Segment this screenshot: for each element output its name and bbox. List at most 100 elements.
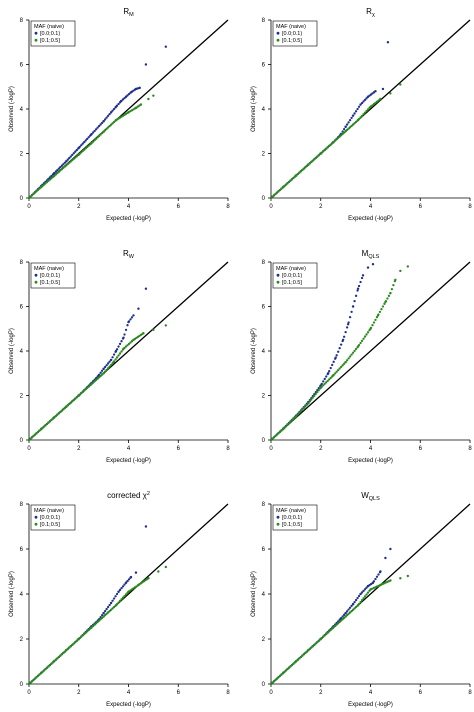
data-point <box>97 134 101 138</box>
data-point <box>114 604 118 607</box>
data-point <box>52 660 56 663</box>
data-point <box>338 347 341 350</box>
legend-marker <box>34 515 38 519</box>
data-point <box>99 374 102 378</box>
data-point <box>147 97 150 101</box>
data-point <box>350 609 353 613</box>
data-point <box>326 631 329 634</box>
data-point <box>363 335 367 338</box>
data-point <box>345 326 349 329</box>
data-point <box>338 367 341 370</box>
data-point <box>114 118 118 122</box>
data-point <box>377 573 380 576</box>
x-axis-label: Expected (-logP) <box>348 458 393 464</box>
data-point <box>290 663 294 667</box>
data-point <box>350 124 353 128</box>
data-point <box>62 166 65 170</box>
data-point <box>66 158 69 161</box>
data-point <box>302 653 305 656</box>
data-point <box>75 148 78 152</box>
data-point <box>290 178 294 181</box>
y-tick-label: 8 <box>262 260 266 266</box>
data-point <box>339 343 343 346</box>
data-point <box>129 91 133 94</box>
data-point <box>369 327 372 330</box>
series-2 <box>269 574 410 686</box>
data-point <box>353 600 356 604</box>
legend-box <box>272 262 318 289</box>
data-point <box>363 111 367 114</box>
data-point <box>87 136 90 139</box>
data-point <box>331 141 335 144</box>
y-tick-label: 4 <box>20 592 24 598</box>
data-point <box>284 183 288 186</box>
chart-title-subscript: QLS <box>369 496 380 502</box>
data-point <box>132 314 135 317</box>
data-point <box>356 604 360 607</box>
data-point <box>108 360 111 363</box>
data-point <box>120 598 123 601</box>
legend-title: MAF (naive) <box>34 508 64 514</box>
data-point <box>369 588 372 591</box>
data-point <box>275 433 279 436</box>
data-point <box>326 146 329 149</box>
data-point <box>389 291 392 295</box>
data-point <box>374 90 377 93</box>
x-tick-label: 0 <box>269 446 273 452</box>
data-point <box>84 631 87 634</box>
data-point <box>103 370 107 373</box>
data-point <box>310 646 313 649</box>
data-point <box>359 116 362 119</box>
legend-title: MAF (naive) <box>34 24 64 30</box>
data-point <box>356 287 360 290</box>
data-point <box>372 321 376 324</box>
data-point <box>362 589 365 592</box>
y-tick-label: 4 <box>262 349 266 355</box>
data-point <box>81 142 84 145</box>
data-point <box>74 641 77 644</box>
data-point <box>299 410 302 413</box>
data-point <box>60 164 63 167</box>
data-point <box>127 342 131 346</box>
data-point <box>399 83 402 86</box>
data-point <box>121 596 125 599</box>
data-point <box>371 581 375 584</box>
data-point <box>331 626 335 629</box>
data-point <box>96 620 99 624</box>
data-point <box>69 155 72 158</box>
data-point <box>317 389 320 392</box>
data-point <box>389 92 392 95</box>
data-point <box>378 310 382 313</box>
data-point <box>292 176 295 180</box>
data-point <box>45 422 49 426</box>
data-point <box>97 376 101 379</box>
data-point <box>123 333 126 336</box>
y-tick-label: 2 <box>262 394 266 400</box>
data-point <box>81 634 84 637</box>
data-point <box>103 614 107 617</box>
data-point <box>337 136 340 140</box>
data-point <box>379 570 382 573</box>
data-point <box>112 597 116 600</box>
data-point <box>124 581 128 584</box>
data-point <box>359 341 362 345</box>
data-point <box>329 366 332 370</box>
data-point <box>36 430 40 434</box>
data-point <box>374 318 377 321</box>
data-point <box>164 565 168 569</box>
chart-title: MQLS <box>362 249 380 260</box>
data-point <box>366 591 370 594</box>
data-point <box>60 409 63 412</box>
data-point <box>351 351 355 354</box>
data-point <box>348 611 352 614</box>
data-point <box>83 632 86 636</box>
data-point <box>360 599 364 602</box>
data-point <box>329 628 332 632</box>
data-point <box>351 305 355 308</box>
data-point <box>119 100 123 103</box>
data-point <box>68 156 71 160</box>
data-point <box>99 618 102 621</box>
data-point <box>342 616 346 619</box>
data-point <box>356 289 359 292</box>
x-tick-label: 4 <box>127 204 131 210</box>
